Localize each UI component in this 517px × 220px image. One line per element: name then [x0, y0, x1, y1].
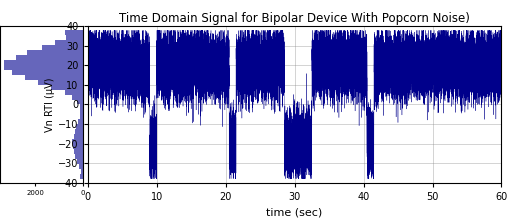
- Bar: [51, 85, 83, 90]
- Bar: [79, 119, 83, 124]
- Bar: [16, 55, 83, 60]
- Bar: [72, 139, 83, 144]
- Bar: [80, 114, 83, 119]
- Bar: [73, 144, 83, 149]
- Bar: [75, 129, 83, 134]
- Bar: [72, 95, 83, 100]
- Bar: [80, 104, 83, 109]
- Bar: [77, 100, 83, 104]
- Y-axis label: Vn RTI (μV): Vn RTI (μV): [45, 77, 55, 132]
- Bar: [81, 169, 83, 174]
- Bar: [66, 35, 83, 40]
- Bar: [76, 124, 83, 129]
- Bar: [4, 65, 83, 70]
- Bar: [42, 45, 83, 50]
- Bar: [80, 164, 83, 169]
- Bar: [38, 80, 83, 85]
- Bar: [73, 149, 83, 154]
- Bar: [80, 174, 83, 179]
- Title: Time Domain Signal for Bipolar Device With Popcorn Noise): Time Domain Signal for Bipolar Device Wi…: [119, 12, 470, 25]
- Bar: [65, 90, 83, 95]
- Bar: [27, 50, 83, 55]
- Bar: [75, 154, 83, 159]
- Bar: [80, 109, 83, 114]
- Bar: [12, 70, 83, 75]
- Bar: [66, 30, 83, 35]
- Bar: [74, 134, 83, 139]
- X-axis label: time (sec): time (sec): [266, 207, 323, 217]
- Bar: [25, 75, 83, 80]
- Bar: [77, 159, 83, 164]
- Bar: [4, 60, 83, 65]
- Bar: [55, 40, 83, 45]
